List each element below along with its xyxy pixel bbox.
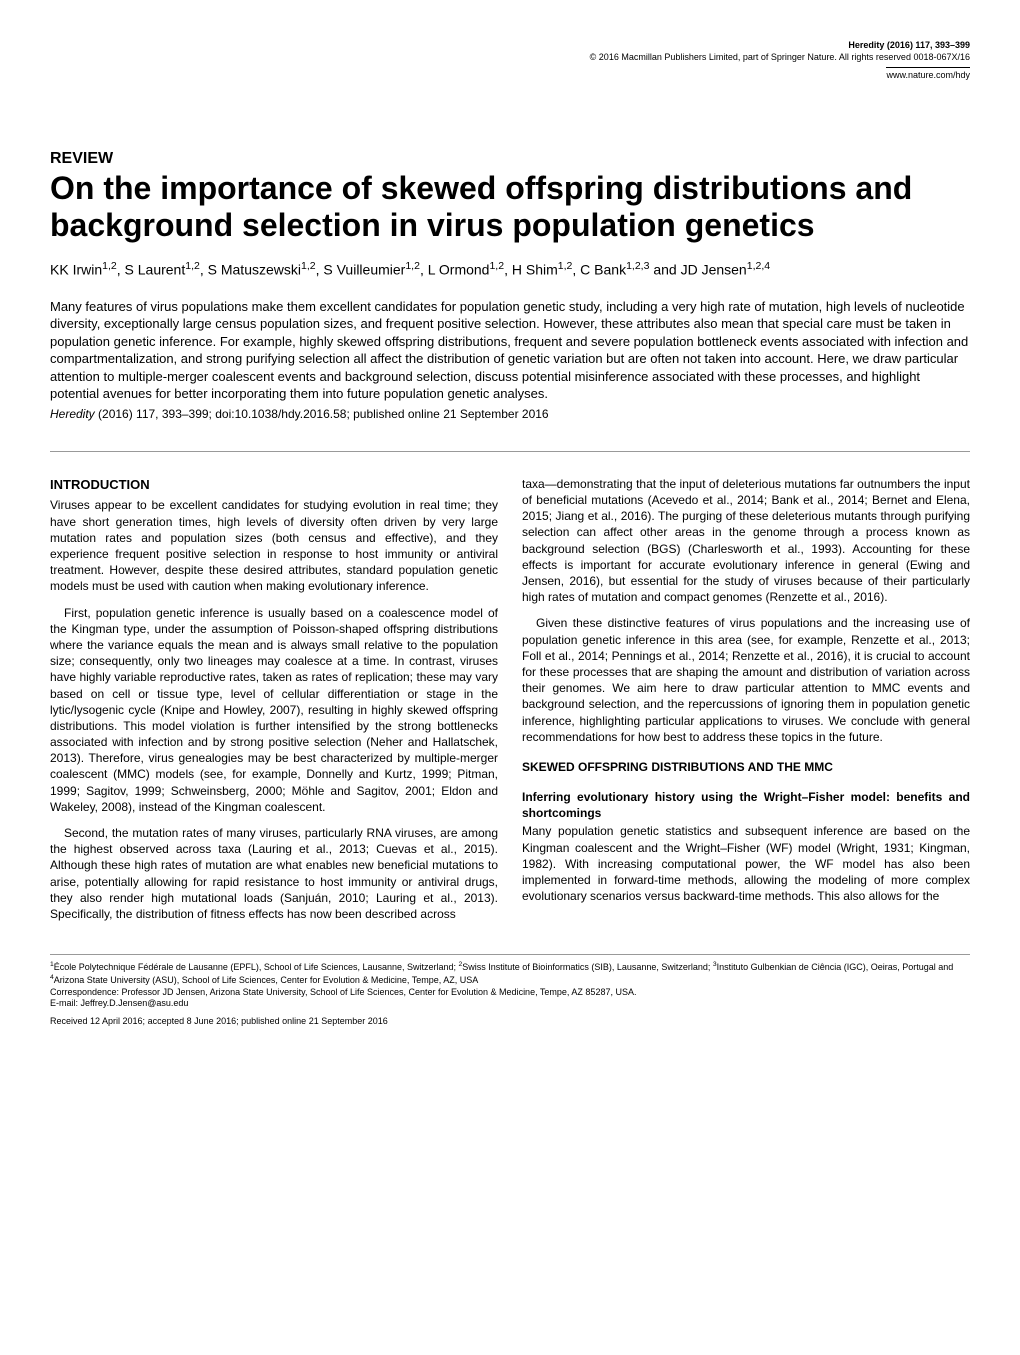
intro-paragraph-3: Second, the mutation rates of many virus… <box>50 825 498 922</box>
copyright-line: © 2016 Macmillan Publishers Limited, par… <box>50 52 970 64</box>
email-text: E-mail: Jeffrey.D.Jensen@asu.edu <box>50 998 970 1010</box>
journal-ref: Heredity (2016) 117, 393–399 <box>50 40 970 52</box>
citation-rest: (2016) 117, 393–399; doi:10.1038/hdy.201… <box>95 407 549 421</box>
received-line: Received 12 April 2016; accepted 8 June … <box>50 1016 970 1026</box>
intro-paragraph-1: Viruses appear to be excellent candidate… <box>50 497 498 594</box>
abstract-text: Many features of virus populations make … <box>50 298 970 403</box>
column-left: INTRODUCTION Viruses appear to be excell… <box>50 476 498 932</box>
affiliations-text: 1École Polytechnique Fédérale de Lausann… <box>50 961 970 986</box>
skewed-paragraph-1: Many population genetic statistics and s… <box>522 823 970 904</box>
article-type-label: REVIEW <box>50 150 970 168</box>
page-root: Heredity (2016) 117, 393–399 © 2016 Macm… <box>0 0 1020 1066</box>
two-column-body: INTRODUCTION Viruses appear to be excell… <box>50 476 970 932</box>
journal-header: Heredity (2016) 117, 393–399 © 2016 Macm… <box>50 40 970 63</box>
article-title: On the importance of skewed offspring di… <box>50 170 970 244</box>
authors-line: KK Irwin1,2, S Laurent1,2, S Matuszewski… <box>50 260 970 278</box>
column-right: taxa—demonstrating that the input of del… <box>522 476 970 932</box>
citation-journal: Heredity <box>50 407 95 421</box>
introduction-heading: INTRODUCTION <box>50 476 498 494</box>
col2-paragraph-2: Given these distinctive features of viru… <box>522 615 970 745</box>
intro-paragraph-2: First, population genetic inference is u… <box>50 605 498 815</box>
skewed-subheading: Inferring evolutionary history using the… <box>522 789 970 821</box>
col2-paragraph-1: taxa—demonstrating that the input of del… <box>522 476 970 606</box>
affiliations-block: 1École Polytechnique Fédérale de Lausann… <box>50 954 970 1010</box>
skewed-heading: SKEWED OFFSPRING DISTRIBUTIONS AND THE M… <box>522 759 970 775</box>
correspondence-text: Correspondence: Professor JD Jensen, Ari… <box>50 987 970 999</box>
citation-line: Heredity (2016) 117, 393–399; doi:10.103… <box>50 407 970 421</box>
journal-url: www.nature.com/hdy <box>886 67 970 80</box>
section-divider <box>50 451 970 452</box>
